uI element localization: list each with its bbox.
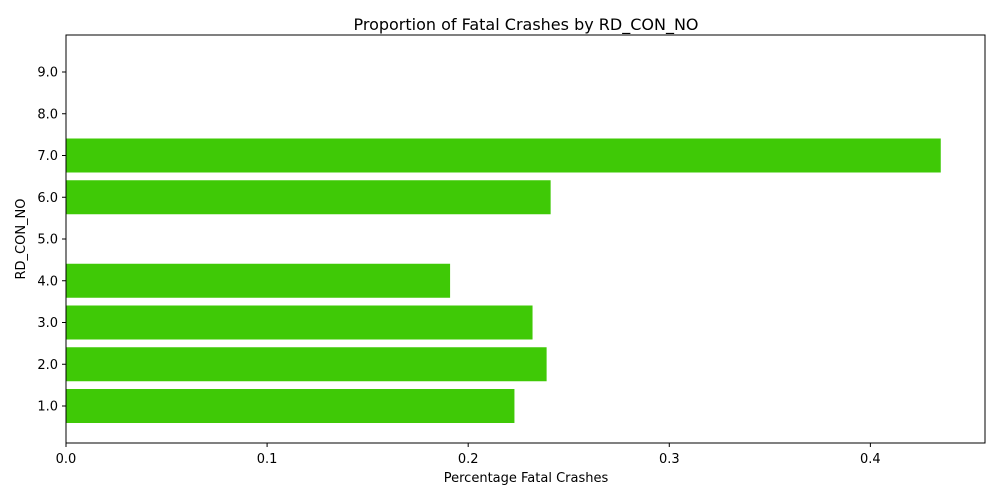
y-tick-label: 4.0 [37, 274, 58, 289]
x-tick-label: 0.0 [56, 452, 77, 467]
y-tick-label: 8.0 [37, 107, 58, 122]
bar-2.0 [66, 347, 547, 382]
bar-4.0 [66, 263, 451, 298]
y-tick-label: 3.0 [37, 316, 58, 331]
x-tick-label: 0.3 [659, 452, 680, 467]
y-tick-label: 7.0 [37, 149, 58, 164]
bar-1.0 [66, 389, 515, 423]
y-axis-title: RD_CON_NO [14, 198, 29, 279]
x-tick-label: 0.2 [458, 452, 479, 467]
x-tick-label: 0.4 [860, 452, 881, 467]
y-tick-label: 2.0 [37, 358, 58, 373]
bars-group [66, 138, 941, 423]
x-axis-title: Percentage Fatal Crashes [444, 471, 609, 486]
x-tick-label: 0.1 [257, 452, 278, 467]
y-tick-label: 5.0 [37, 233, 58, 248]
y-tick-label: 1.0 [37, 400, 58, 415]
bar-6.0 [66, 180, 551, 215]
y-tick-label: 9.0 [37, 66, 58, 81]
x-axis-ticks: 0.0 0.1 0.2 0.3 0.4 [56, 443, 881, 467]
plot-frame [65, 34, 986, 444]
bar-7.0 [66, 138, 941, 173]
bar-3.0 [66, 305, 533, 340]
y-tick-label: 6.0 [37, 191, 58, 206]
y-axis-ticks: 1.0 2.0 3.0 4.0 5.0 6.0 7.0 8.0 9.0 [37, 66, 66, 415]
chart-title: Proportion of Fatal Crashes by RD_CON_NO [353, 15, 698, 35]
